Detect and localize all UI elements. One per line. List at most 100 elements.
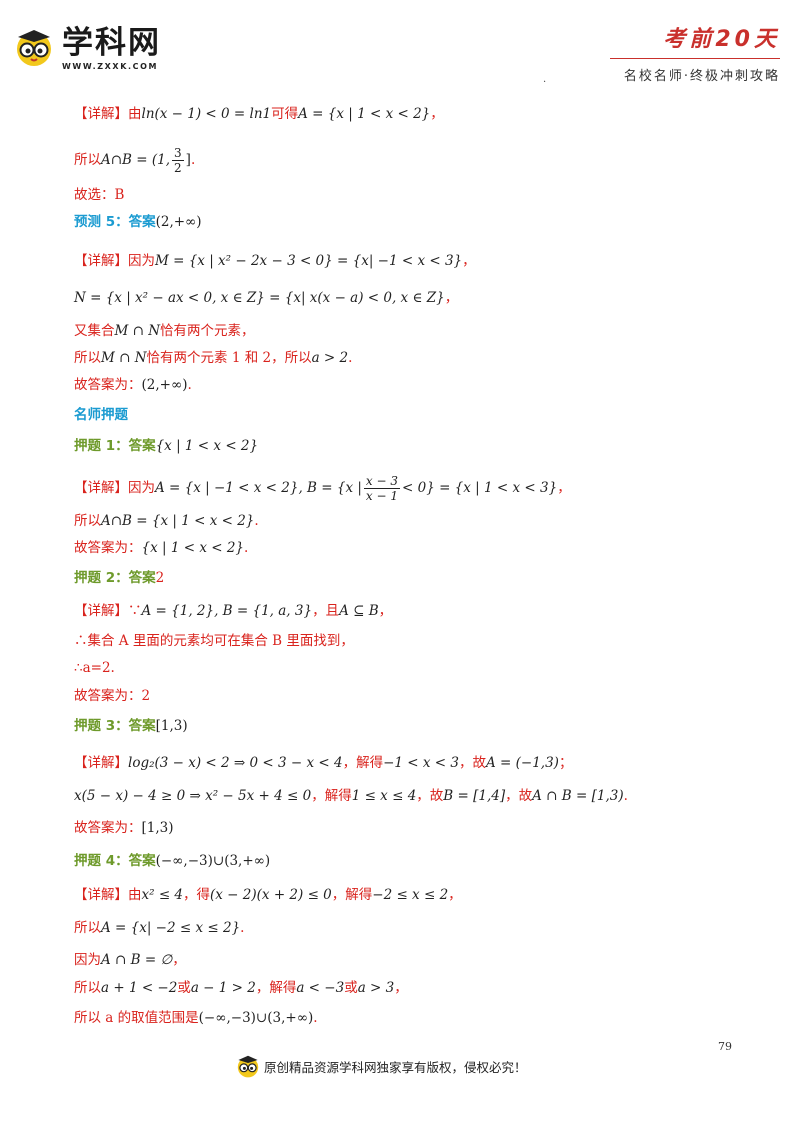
- section-heading-famous-teacher: 名师押题: [74, 407, 128, 423]
- math: ln(x − 1) < 0 = ln1: [141, 106, 272, 122]
- text: ，: [394, 980, 408, 996]
- text: 所以: [74, 980, 101, 996]
- math: a − 1 > 2: [190, 980, 256, 996]
- math: −2 ≤ x ≤ 2: [372, 887, 449, 903]
- line-4: 预测 5：答案(2,+∞): [74, 212, 202, 232]
- text: ，且: [312, 603, 340, 619]
- detail-label: 【详解】: [74, 755, 128, 771]
- line-11: 押题 1：答案{x | 1 < x < 2}: [74, 436, 258, 456]
- text: ，得: [183, 887, 211, 903]
- text: 因为: [128, 253, 155, 269]
- line-7: 又集合M ∩ N恰有两个元素，: [74, 321, 255, 341]
- detail-label: 【详解】: [74, 480, 128, 496]
- math: (x − 2)(x + 2) ≤ 0: [210, 887, 332, 903]
- text: ，: [378, 603, 393, 619]
- text: ，: [430, 106, 444, 122]
- numerator: 3: [172, 146, 184, 161]
- math: a > 2: [311, 350, 349, 366]
- text: ，解得: [311, 788, 352, 804]
- text: 所以: [74, 350, 101, 366]
- math: x(5 − x) − 4 ≥ 0 ⇒ x² − 5x + 4 ≤ 0: [74, 788, 312, 804]
- math: a < −3: [296, 980, 345, 996]
- line-22: x(5 − x) − 4 ≥ 0 ⇒ x² − 5x + 4 ≤ 0，解得1 ≤…: [74, 786, 628, 806]
- text: .: [187, 377, 192, 393]
- section-heading: 押题 1：答案: [74, 438, 156, 454]
- math: (2,+∞): [141, 377, 188, 393]
- text: 恰有两个元素 1 和 2，所以: [146, 350, 312, 366]
- line-1: 【详解】由ln(x − 1) < 0 = ln1可得A = {x | 1 < x…: [74, 104, 444, 124]
- math: A ∩ B = [1,3): [532, 788, 624, 804]
- math: [1,3): [155, 718, 188, 734]
- text: .: [244, 540, 249, 556]
- section-heading: 预测 5：答案: [74, 214, 156, 230]
- logo-url: WWW.ZXXK.COM: [62, 62, 159, 71]
- math: < 0} = {x | 1 < x < 3}: [402, 480, 558, 496]
- text: 所以 a 的取值范围是: [74, 1010, 199, 1026]
- brand-divider: [610, 58, 780, 59]
- text: 可得: [271, 106, 299, 122]
- line-8: 所以M ∩ N恰有两个元素 1 和 2，所以a > 2.: [74, 348, 352, 368]
- brand-subtitle: 名校名师·终极冲刺攻略: [623, 69, 780, 84]
- detail-label: 【详解】: [74, 253, 128, 269]
- math: a > 3: [357, 980, 395, 996]
- brand-header: 考前20天 名校名师·终极冲刺攻略: [610, 27, 780, 84]
- line-27: 因为A ∩ B = ∅，: [74, 950, 186, 970]
- math: (2,+∞): [155, 214, 202, 230]
- text: .: [240, 920, 245, 936]
- math: −1 < x < 3: [383, 755, 459, 771]
- logo: 学科网 WWW.ZXXK.COM: [14, 27, 161, 71]
- text: 因为: [74, 952, 101, 968]
- line-24: 押题 4：答案(−∞,−3)∪(3,+∞): [74, 851, 270, 871]
- text: .: [190, 152, 196, 168]
- owl-logo-icon: [17, 30, 51, 66]
- owl-logo-icon: [237, 1055, 259, 1078]
- line-13: 所以A∩B = {x | 1 < x < 2}.: [74, 511, 259, 531]
- line-21: 【详解】log₂(3 − x) < 2 ⇒ 0 < 3 − x < 4，解得−1…: [74, 753, 572, 773]
- line-29: 所以 a 的取值范围是(−∞,−3)∪(3,+∞).: [74, 1008, 318, 1028]
- text: ，解得: [331, 887, 373, 903]
- line-2: 所以A∩B = (1, 3 2].: [74, 146, 195, 175]
- denominator: x − 1: [365, 489, 398, 503]
- line-25: 【详解】由x² ≤ 4，得(x − 2)(x + 2) ≤ 0，解得−2 ≤ x…: [74, 885, 462, 905]
- math: A = {1, 2}, B = {1, a, 3}: [141, 603, 313, 619]
- math: A = {x| −2 ≤ x ≤ 2}: [101, 920, 241, 936]
- math: A∩B = {x | 1 < x < 2}: [101, 513, 255, 529]
- line-23: 故答案为：[1,3): [74, 818, 174, 838]
- math: (−∞,−3)∪(3,+∞): [155, 853, 271, 869]
- math: M ∩ N: [101, 350, 147, 366]
- denominator: 2: [174, 161, 182, 175]
- footer-copyright: 原创精品资源学科网独家享有版权，侵权必究！: [264, 1059, 527, 1075]
- line-16: 【详解】∵A = {1, 2}, B = {1, a, 3}，且A ⊆ B，: [74, 601, 392, 621]
- text: ；: [558, 755, 573, 771]
- text: 因为: [128, 480, 155, 496]
- text: 或: [344, 980, 358, 996]
- math: A = (−1,3): [485, 755, 559, 771]
- brand-title: 考前20天: [663, 27, 780, 52]
- line-6: N = {x | x² − ax < 0, x ∈ Z} = {x| x(x −…: [74, 288, 458, 308]
- answer-value: 2: [155, 570, 165, 586]
- text: 恰有两个元素，: [160, 323, 255, 339]
- line-15: 押题 2：答案2: [74, 568, 164, 588]
- text: .: [348, 350, 353, 366]
- footer: 原创精品资源学科网独家享有版权，侵权必究！: [236, 1054, 527, 1078]
- text: ，: [557, 480, 571, 496]
- text: .: [623, 788, 628, 804]
- line-12: 【详解】因为A = {x | −1 < x < 2}, B = {x | x − …: [74, 474, 571, 503]
- text: 所以: [74, 513, 101, 529]
- text: 又集合: [74, 323, 115, 339]
- text: ，故: [416, 788, 444, 804]
- math: ]: [185, 152, 191, 168]
- line-18: ∴a=2.: [74, 660, 115, 676]
- line-5: 【详解】因为M = {x | x² − 2x − 3 < 0} = {x| −1…: [74, 251, 476, 271]
- math: x² ≤ 4: [141, 887, 184, 903]
- text: ，故: [458, 755, 486, 771]
- page-number: 79: [718, 1040, 732, 1053]
- math: A∩B = (1,: [101, 152, 171, 168]
- math: N = {x | x² − ax < 0, x ∈ Z} = {x| x(x −…: [74, 290, 445, 306]
- section-heading: 押题 4：答案: [74, 853, 156, 869]
- line-28: 所以a + 1 < −2或a − 1 > 2，解得a < −3或a > 3，: [74, 978, 408, 998]
- text: .: [254, 513, 259, 529]
- text: 故答案为：: [74, 540, 142, 556]
